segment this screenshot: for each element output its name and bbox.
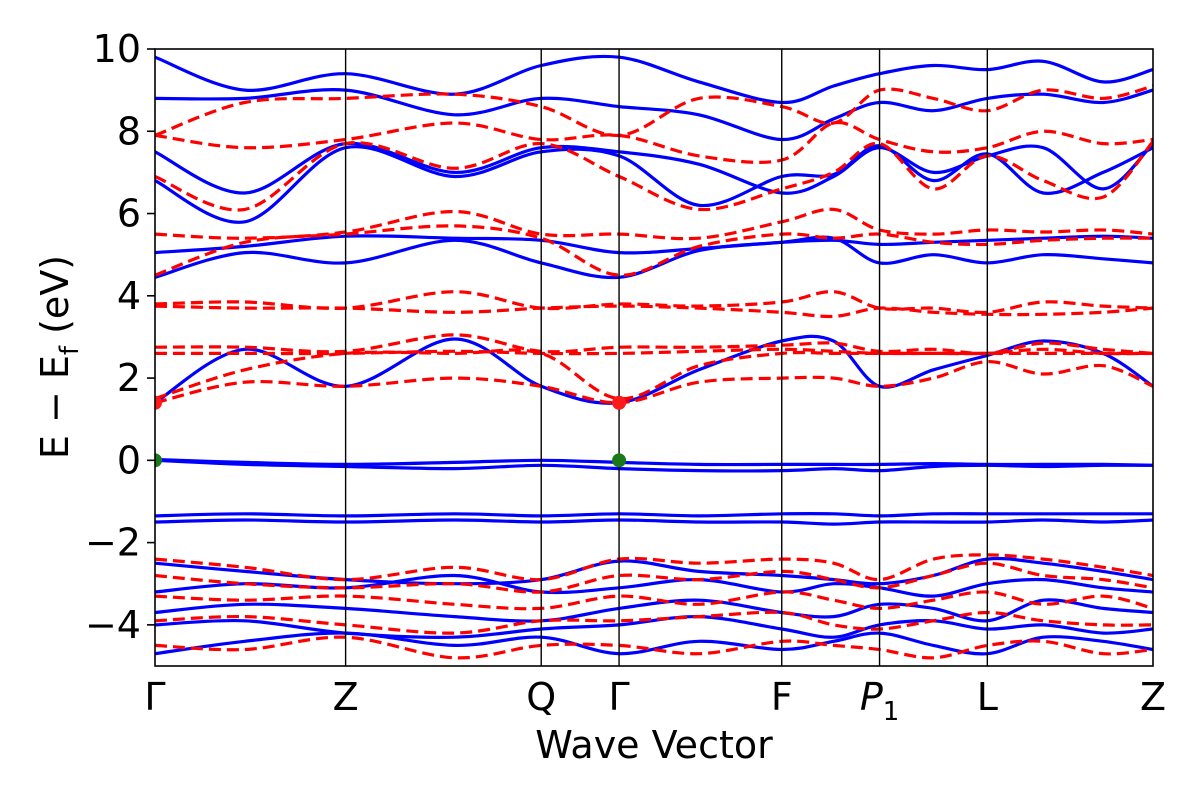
spin-down-band-3 xyxy=(155,333,1153,356)
y-tick-label-2: 6 xyxy=(117,192,141,236)
cbm-marker-3 xyxy=(612,395,627,410)
band-edge-markers xyxy=(155,395,627,468)
x-tick-label-6: L xyxy=(977,675,998,719)
spin-up-band-13 xyxy=(155,598,1153,623)
y-axis-title-unit: (eV) xyxy=(33,255,77,346)
spin-up-band-2 xyxy=(155,511,1153,518)
vbm-marker-0 xyxy=(155,453,162,468)
y-axis-title: E − Ef (eV) xyxy=(33,255,85,459)
spin-up-band-3 xyxy=(155,518,1153,526)
x-tick-label-5: P1 xyxy=(860,675,899,727)
y-tick-label-5: 0 xyxy=(117,438,141,482)
spin-up-band-4 xyxy=(155,334,1153,405)
spin-down-band-0 xyxy=(155,359,1153,405)
x-tick-label-3: Γ xyxy=(608,675,629,719)
high-symmetry-lines xyxy=(344,49,989,666)
y-axis-title-main: E − E xyxy=(33,355,77,459)
y-axis-ticks: 10 8 6 4 2 0 −2 −4 xyxy=(85,27,155,647)
y-tick-label-6: −2 xyxy=(85,521,141,565)
y-tick-label-0: 10 xyxy=(93,27,141,71)
x-axis-ticks: Γ Z Q Γ F P1 L Z xyxy=(144,675,1166,727)
x-tick-label-1: Z xyxy=(333,675,359,719)
plot-frame xyxy=(154,48,1154,667)
x-tick-label-0: Γ xyxy=(144,675,165,719)
y-tick-label-4: 2 xyxy=(117,356,141,400)
x-axis-title: Wave Vector xyxy=(535,723,773,767)
spin-down-band-7 xyxy=(155,207,1153,241)
y-axis-title-subscript: f xyxy=(55,345,85,355)
x-tick-label-2: Q xyxy=(526,675,556,719)
y-tick-label-1: 8 xyxy=(117,109,141,153)
cbm-marker-2 xyxy=(155,395,162,410)
vbm-marker-1 xyxy=(612,453,627,468)
y-tick-label-7: −4 xyxy=(85,603,141,647)
x-tick-label-4: F xyxy=(771,675,793,719)
spin-down-band-9 xyxy=(155,120,1153,164)
x-tick-label-7: Z xyxy=(1140,675,1166,719)
spin-down-band-14 xyxy=(155,610,1153,635)
spin-down-band-1 xyxy=(155,348,1153,401)
y-tick-label-3: 4 xyxy=(117,274,141,318)
